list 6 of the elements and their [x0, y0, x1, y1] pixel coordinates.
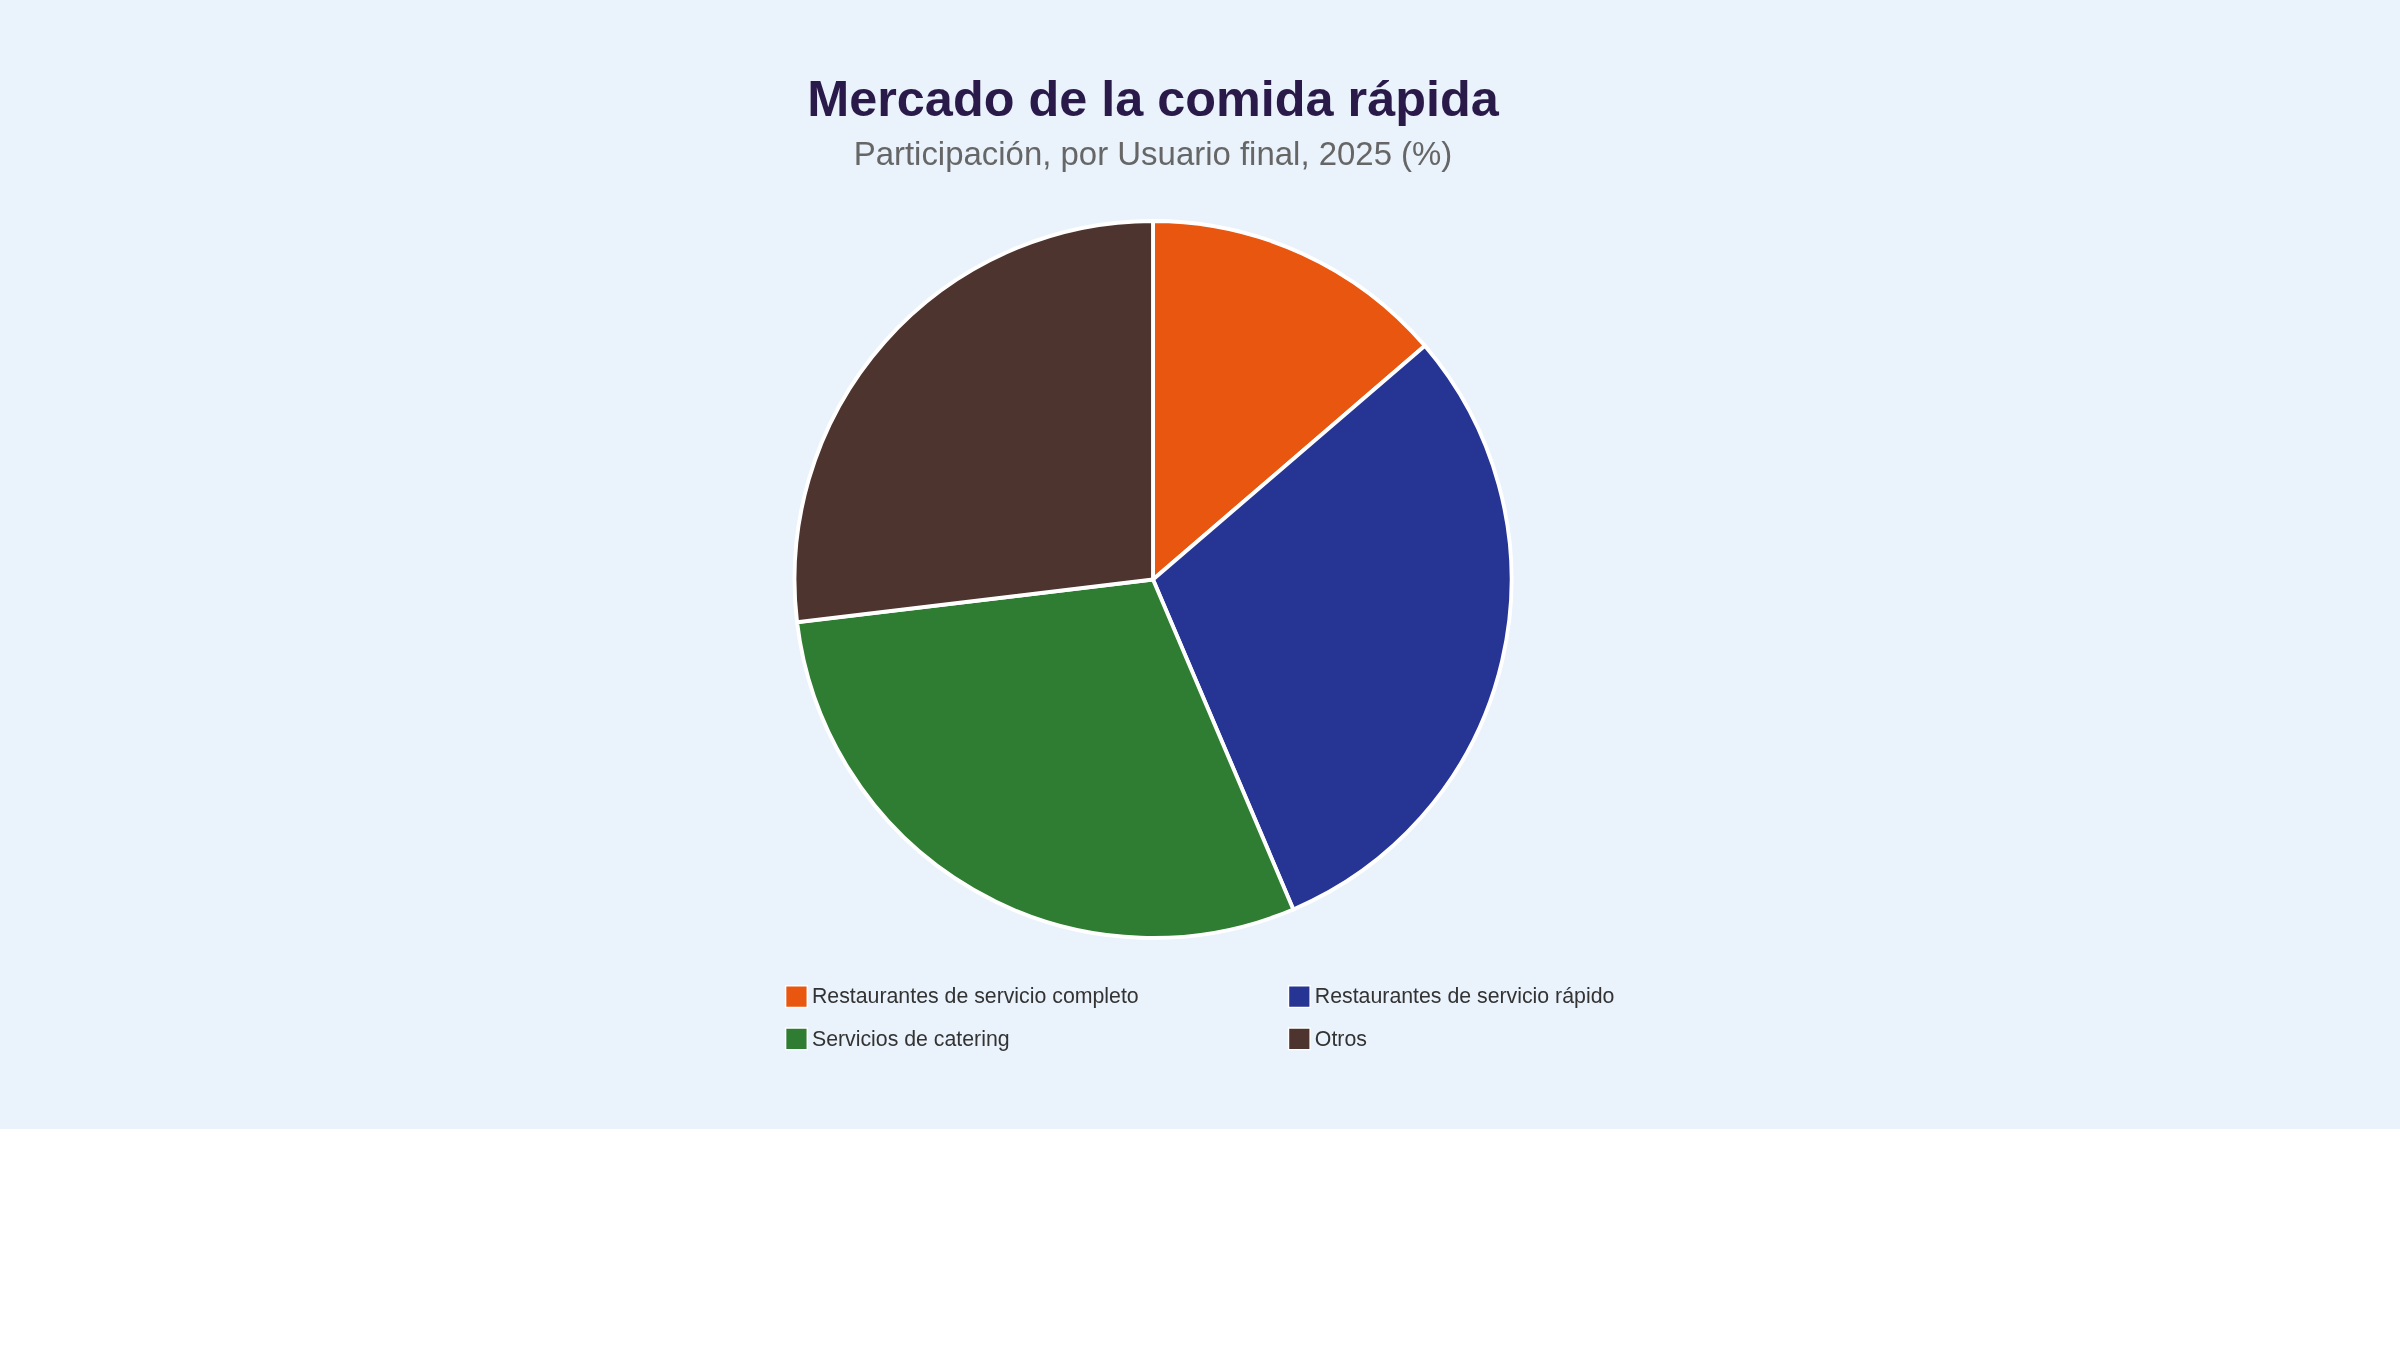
chart-title: Mercado de la comida rápida — [807, 70, 1500, 128]
chart-subtitle: Participación, por Usuario final, 2025 (%) — [853, 134, 1453, 172]
legend-label: Servicios de catering — [811, 1026, 1010, 1051]
legend-label: Restaurantes de servicio completo — [811, 984, 1139, 1009]
legend-label: Otros — [1314, 1026, 1367, 1051]
legend-label: Restaurantes de servicio rápido — [1314, 984, 1615, 1009]
